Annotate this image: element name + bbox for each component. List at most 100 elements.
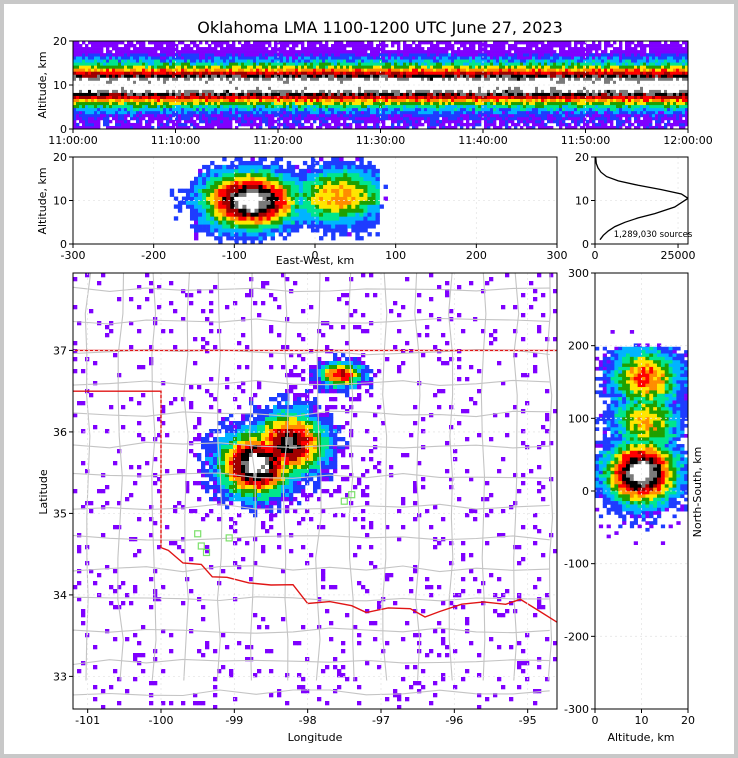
time-height-cell [541,113,545,118]
time-height-cell [151,110,155,115]
time-height-cell [403,68,407,72]
time-height-cell [247,80,251,84]
time-height-cell [277,122,281,127]
time-height-cell [100,71,104,75]
time-height-cell [97,122,101,127]
time-height-cell [598,41,602,45]
time-height-cell [286,53,290,57]
time-height-cell [205,125,209,129]
time-height-cell [421,68,425,72]
time-height-cell [463,122,467,127]
time-height-cell [436,65,440,69]
time-height-cell [73,62,77,66]
time-height-cell [496,125,500,129]
time-height-cell [304,89,308,93]
time-height-cell [586,65,590,69]
time-height-cell [493,50,497,54]
time-height-cell [523,68,527,72]
time-height-cell [220,56,224,60]
time-height-cell [337,41,341,45]
time-height-cell [160,44,164,48]
time-height-cell [118,59,122,63]
time-height-cell [175,62,179,66]
time-height-cell [88,62,92,66]
time-height-cell [247,71,251,75]
time-height-cell [469,86,473,90]
time-height-cell [607,44,611,48]
time-height-cell [166,95,170,99]
time-height-cell [355,92,359,96]
time-height-cell [259,56,263,60]
time-height-cell [358,41,362,45]
time-height-cell [493,71,497,75]
time-height-cell [247,62,251,66]
time-height-cell [469,113,473,118]
time-height-cell [283,74,287,78]
time-height-cell [538,110,542,115]
time-height-cell [73,74,77,78]
time-height-cell [337,116,341,121]
time-height-cell [511,47,515,51]
time-height-cell [409,56,413,60]
time-height-cell [169,101,173,106]
time-height-cell [502,101,506,106]
time-height-cell [556,122,560,127]
time-height-cell [316,113,320,118]
time-height-cell [280,59,284,63]
time-height-cell [262,65,266,69]
time-height-cell [445,116,449,121]
time-height-cell [178,41,182,45]
time-height-cell [301,59,305,63]
time-height-cell [613,47,617,51]
time-height-cell [223,107,227,112]
time-height-cell [430,59,434,63]
time-height-cell [280,65,284,69]
time-height-cell [136,116,140,121]
time-height-cell [262,41,266,45]
time-height-cell [436,98,440,103]
time-height-cell [391,44,395,48]
time-height-cell [358,86,362,90]
time-height-cell [337,104,341,109]
time-height-cell [250,71,254,75]
time-height-cell [415,113,419,118]
time-height-cell [163,122,167,127]
time-height-cell [157,53,161,57]
time-height-cell [157,110,161,115]
time-height-cell [226,104,230,109]
time-height-cell [304,119,308,124]
time-height-cell [427,98,431,103]
time-height-cell [322,86,326,90]
time-height-cell [301,68,305,72]
time-height-cell [595,47,599,51]
time-height-cell [595,62,599,66]
time-height-cell [574,74,578,78]
time-height-cell [466,98,470,103]
time-height-cell [322,107,326,112]
time-height-cell [406,122,410,127]
time-height-cell [214,68,218,72]
time-height-cell [439,53,443,57]
time-height-cell [430,44,434,48]
time-height-cell [154,71,158,75]
time-height-cell [598,80,602,84]
time-height-cell [316,80,320,84]
time-height-cell [226,89,230,93]
time-height-cell [526,77,530,81]
time-height-cell [523,56,527,60]
time-height-cell [193,113,197,118]
time-height-cell [298,65,302,69]
time-height-cell [475,113,479,118]
time-height-cell [91,104,95,109]
time-height-cell [226,62,230,66]
time-height-cell [289,41,293,45]
time-height-cell [262,77,266,81]
time-height-cell [499,86,503,90]
time-height-cell [319,116,323,121]
time-height-cell [211,92,215,96]
time-height-cell [211,80,215,84]
time-height-cell [352,62,356,66]
time-height-cell [592,56,596,60]
time-height-cell [199,83,203,87]
time-height-cell [103,68,107,72]
